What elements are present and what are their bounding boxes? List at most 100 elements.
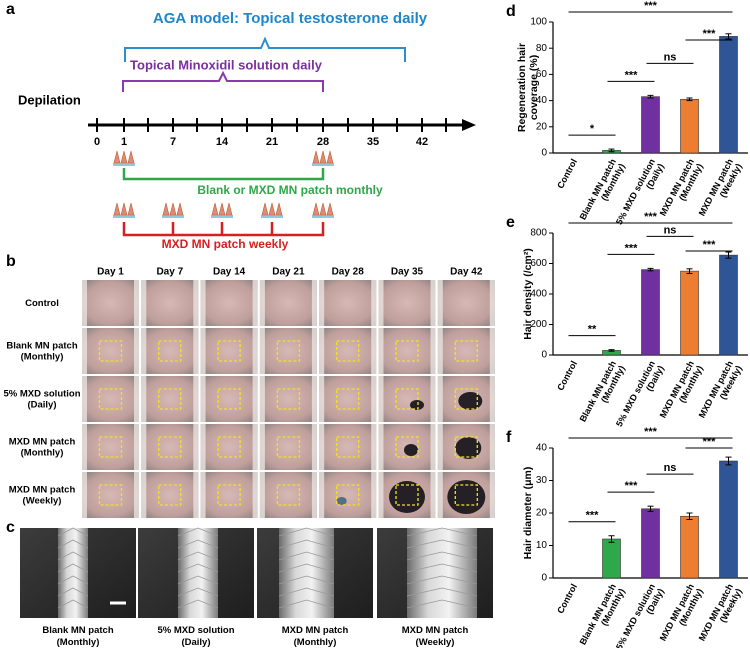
row-label-line: MXD MN patch bbox=[9, 436, 76, 447]
cuticle bbox=[177, 575, 219, 585]
mouse-photo bbox=[319, 376, 377, 422]
roi-box bbox=[454, 436, 478, 458]
y-tick-label: 400 bbox=[530, 289, 547, 300]
photo-edge bbox=[141, 280, 147, 326]
y-tick-label: 100 bbox=[530, 17, 547, 28]
photo-edge bbox=[430, 472, 436, 518]
hair-regrowth bbox=[410, 400, 424, 410]
microneedle bbox=[127, 202, 135, 216]
bar bbox=[719, 254, 738, 356]
photo-edge bbox=[311, 328, 317, 374]
microneedle bbox=[312, 202, 320, 216]
row-label: Control bbox=[25, 298, 59, 309]
microneedle bbox=[113, 202, 121, 216]
y-tick-label: 30 bbox=[536, 475, 548, 486]
photo-edge bbox=[134, 328, 139, 374]
y-axis-label-line: coverage (%) bbox=[528, 55, 540, 120]
y-tick-label: 600 bbox=[530, 258, 547, 269]
cuticle bbox=[57, 527, 89, 537]
roi-box bbox=[276, 388, 301, 410]
microneedle bbox=[326, 150, 334, 164]
x-tick-label-line: Control bbox=[556, 157, 580, 190]
roi-box bbox=[158, 436, 182, 458]
sem-label-line: (Monthly) bbox=[57, 637, 100, 648]
photo-edge bbox=[378, 328, 384, 374]
significance-label: *** bbox=[644, 0, 658, 12]
mouse-photo bbox=[259, 280, 317, 326]
roi-box bbox=[158, 340, 182, 362]
error-bar bbox=[647, 267, 654, 272]
y-axis-label: Hair density (/cm²) bbox=[522, 248, 534, 340]
weekly-label: MXD MN patch weekly bbox=[162, 237, 289, 251]
mn-patch-icon bbox=[113, 150, 135, 166]
microneedle bbox=[169, 202, 177, 216]
microneedle bbox=[225, 202, 233, 216]
photo-edge bbox=[437, 424, 443, 470]
photo-edge bbox=[134, 472, 139, 518]
mouse-photo bbox=[200, 424, 258, 470]
photo-edge bbox=[378, 424, 384, 470]
roi-box bbox=[336, 340, 360, 362]
cuticle bbox=[278, 587, 335, 597]
bar bbox=[641, 96, 660, 154]
photo-edge bbox=[371, 328, 377, 374]
photo-edge bbox=[134, 376, 139, 422]
cuticle bbox=[278, 563, 335, 573]
panel-label: e bbox=[506, 214, 515, 231]
row-label-line: (Monthly) bbox=[21, 351, 64, 362]
microneedle bbox=[176, 202, 184, 216]
cuticle bbox=[278, 599, 335, 609]
photo-edge bbox=[252, 328, 258, 374]
microneedle bbox=[120, 202, 128, 216]
roi-box bbox=[454, 340, 478, 362]
photo-edge bbox=[489, 472, 495, 518]
photo-edge bbox=[489, 280, 495, 326]
error-bar bbox=[608, 535, 615, 543]
cuticle bbox=[177, 551, 219, 561]
y-tick-label: 40 bbox=[536, 443, 548, 454]
photo-edge bbox=[371, 280, 377, 326]
row-label-line: (Monthly) bbox=[21, 447, 64, 458]
weekly-bracket bbox=[122, 222, 325, 237]
photo-edge bbox=[319, 280, 325, 326]
bar bbox=[641, 508, 660, 579]
photo-edge bbox=[141, 328, 147, 374]
photo-edge bbox=[489, 376, 495, 422]
photo-edge bbox=[82, 376, 87, 422]
photo-edge bbox=[319, 472, 325, 518]
photo-edge bbox=[252, 376, 258, 422]
photo-edge bbox=[378, 376, 384, 422]
photo-edge bbox=[319, 328, 325, 374]
mn-patch-icon bbox=[211, 202, 233, 218]
photo-edge bbox=[193, 376, 199, 422]
mouse-photo bbox=[319, 328, 377, 374]
cuticle bbox=[278, 575, 335, 585]
sem-label: 5% MXD solution (Daily) bbox=[157, 625, 234, 648]
day-label: 21 bbox=[266, 136, 278, 148]
photo-edge bbox=[371, 376, 377, 422]
y-axis-label-line: Hair diameter (μm) bbox=[522, 467, 534, 560]
photo-edge bbox=[134, 424, 139, 470]
day-label: 42 bbox=[416, 136, 428, 148]
row-label-line: Control bbox=[25, 298, 59, 309]
mouse-photo bbox=[259, 328, 317, 374]
mouse-photo bbox=[378, 280, 436, 326]
significance-label: *** bbox=[644, 426, 658, 438]
y-tick-label: 80 bbox=[536, 43, 548, 54]
significance-label: ns bbox=[664, 224, 677, 236]
error-bar bbox=[686, 97, 693, 102]
hair-shaft bbox=[407, 528, 477, 618]
significance-label: ns bbox=[664, 462, 677, 474]
mouse-photo bbox=[141, 376, 199, 422]
photo-edge bbox=[200, 328, 206, 374]
error-bar bbox=[608, 148, 615, 153]
cuticle bbox=[278, 539, 335, 549]
x-tick-label: Control bbox=[556, 582, 580, 615]
cuticle bbox=[406, 527, 478, 537]
error-bar bbox=[608, 349, 615, 352]
error-bar bbox=[686, 512, 693, 520]
photo-edge bbox=[252, 280, 258, 326]
bar bbox=[680, 270, 699, 356]
